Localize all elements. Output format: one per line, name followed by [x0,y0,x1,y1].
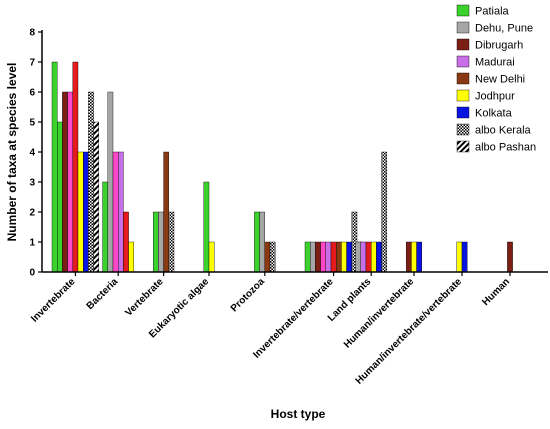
bar-4-2 [259,211,266,273]
x-tick-label-5: Invertebrate/vertebrate [251,276,336,361]
y-tick-label-7: 7 [29,58,35,69]
bar-7-3 [406,241,412,273]
x-tick-label-9: Human [480,276,512,308]
bar-2-0 [152,211,159,273]
legend-swatch-5 [456,89,470,102]
x-tick-label-8: Human/invertebrate/vertebrate [354,276,465,387]
bar-4-10 [269,241,276,273]
bar-5-5 [325,241,332,273]
x-tick-label-1: Bacteria [85,276,121,312]
bar-5-2 [310,241,316,273]
bar-1-8 [128,241,135,273]
y-tick-label-3: 3 [29,178,35,189]
legend-label-5: Jodhpur [475,91,515,103]
bar-0-6 [72,61,79,273]
legend-label-6: Kolkata [475,108,513,120]
legend-label-8: albo Pashan [475,142,536,154]
x-tick-label-4: Protozoa [229,276,267,314]
y-tick-label-0: 0 [29,268,35,279]
bar-0-9 [82,151,89,273]
bar-5-4 [320,241,327,273]
bar-0-10 [88,91,94,273]
bar-4-7 [264,241,271,273]
bar-0-11 [93,121,99,273]
bar-5-8 [341,241,347,273]
legend-swatch-1 [456,21,470,34]
legend-swatch-2 [456,38,470,51]
bar-0-3 [62,91,68,273]
bar-6-2 [355,241,362,273]
bar-6-6 [365,241,372,273]
bar-1-0 [102,181,108,273]
bar-6-8 [371,241,377,273]
legend-label-4: New Delhi [475,74,525,86]
y-tick-label-8: 8 [29,28,35,39]
bar-5-7 [336,241,342,273]
bar-1-2 [107,91,114,273]
bar-9-3 [507,241,513,273]
legend-label-2: Dibrugarh [475,40,523,52]
legend-swatch-6 [456,106,470,119]
bar-7-9 [416,241,423,273]
legend-label-7: albo Kerala [475,125,532,137]
bar-8-8 [456,241,463,273]
legend-swatch-3 [456,55,470,68]
bar-1-5 [117,151,124,273]
bar-8-9 [461,241,468,273]
bar-6-5 [360,241,367,273]
legend-label-3: Madurai [475,57,515,69]
legend-swatch-0 [456,4,470,17]
legend-swatch-4 [456,72,470,85]
bar-5-6 [330,241,337,273]
bar-0-1 [57,121,63,273]
legend: Patiala Dehu, Pune Dibrugarh Madurai New Del… [456,4,536,154]
y-tick-label-1: 1 [29,238,35,249]
bar-6-10 [381,151,388,273]
bars-layer [51,61,513,273]
legend-swatch-7 [456,123,470,136]
legend-swatch-8 [456,140,470,153]
legend-label-0: Patiala [475,6,510,18]
bar-1-4 [112,151,119,273]
y-tick-label-4: 4 [29,148,35,159]
bar-0-0 [51,61,58,273]
bar-2-7 [163,151,170,273]
bar-3-8 [208,241,215,273]
x-tick-label-0: Invertebrate [29,276,78,325]
x-axis-title: Host type [271,407,326,421]
bar-0-4 [67,91,73,273]
y-tick-label-2: 2 [29,208,35,219]
legend-label-1: Dehu, Pune [475,23,533,35]
bar-4-0 [254,211,260,273]
bar-2-2 [158,211,164,273]
y-tick-label-5: 5 [29,118,35,129]
bar-5-9 [346,241,353,273]
x-tick-label-2: Vertebrate [123,276,166,319]
y-axis-title: Number of taxa at species level [5,63,19,242]
bar-1-6 [123,211,129,273]
bar-2-10 [168,211,175,273]
bar-5-3 [315,241,321,273]
bar-6-9 [376,241,382,273]
bar-3-0 [203,181,210,273]
y-tick-label-6: 6 [29,88,35,99]
bar-7-8 [411,241,417,273]
bar-5-0 [304,241,311,273]
bar-0-8 [77,151,84,273]
